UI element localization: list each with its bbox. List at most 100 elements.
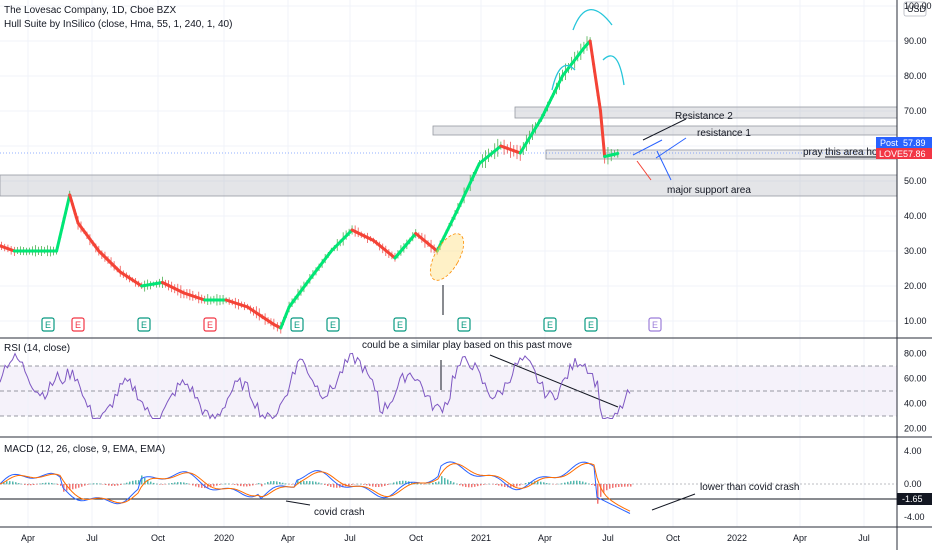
event-label: E [294,320,300,330]
macd-bar [267,481,269,485]
macd-bar [483,484,485,485]
macd-bar [159,484,161,485]
right-shoulder-arc [602,55,625,86]
macd-bar [501,484,503,487]
similar-play-label: could be a similar play based on this pa… [362,340,573,351]
macd-bar [585,482,587,485]
rsi-axis[interactable]: 80.00 60.00 40.00 20.00 [904,349,927,434]
macd-bar [120,484,122,485]
macd-bar [387,484,389,486]
rsi-tick-label: 20.00 [904,424,927,434]
macd-bar [285,483,287,485]
time-axis[interactable]: Apr Jul Oct 2020 Apr Jul Oct 2021 Apr Jul Oct 2022 A… [21,533,870,543]
macd-bar [393,482,395,485]
price-tick-label: 80.00 [904,71,927,81]
hull-segment [613,151,620,156]
macd-bar [171,483,173,485]
earnings-event-marker: E [648,317,662,332]
svg-text:-1.65: -1.65 [902,494,923,504]
macd-bar [627,484,629,487]
past-move-highlight [429,233,465,281]
price-axis[interactable]: 100.0090.0080.0070.0060.0050.0040.0030.0… [904,1,932,326]
macd-bar [525,483,527,485]
macd-bar [219,484,221,485]
event-label: E [461,320,467,330]
macd-bar [384,484,386,486]
macd-bar [9,481,11,485]
macd-label: MACD (12, 26, close, 9, EMA, EMA) [4,444,165,455]
event-box [137,317,151,332]
event-label: E [547,320,553,330]
major-support-zone [0,174,898,197]
macd-bar [348,484,350,486]
macd-bar [531,481,533,485]
svg-text:57.89: 57.89 [903,138,926,148]
macd-bar [81,484,83,487]
macd-bar [417,483,419,485]
event-box [584,317,598,332]
covid-crash-label: covid crash [314,507,365,518]
macd-bar [462,484,464,487]
symbol-badge: LOVE 57.86 [876,148,932,159]
resistance-1-zone [432,125,898,136]
macd-bar [396,481,398,485]
macd-bar [474,484,476,487]
rsi-tick-label: 60.00 [904,374,927,384]
lower-than-covid-label: lower than covid crash [700,482,800,493]
macd-bar [576,480,578,485]
macd-bar [582,481,584,485]
macd-bar [624,484,626,487]
hull-segment [71,202,77,216]
hull-segment [73,212,80,225]
left-shoulder-arc [551,64,576,91]
macd-bar [132,480,134,485]
event-label: E [330,320,336,330]
macd-bar [372,484,374,487]
macd-bar [33,484,35,485]
macd-bar [240,484,242,487]
price-tick-label: 90.00 [904,36,927,46]
macd-bar [327,484,329,487]
macd-bar [564,482,566,485]
macd-bar [69,484,71,490]
event-box [71,317,85,332]
pray-label: pray this area holds [803,147,890,158]
macd-bar [195,484,197,487]
macd-axis[interactable]: 4.00 0.00 -4.00 [904,446,925,522]
macd-bar [609,484,611,489]
macd-bar [432,482,434,485]
macd-bar [567,481,569,485]
macd-bar [498,484,500,486]
macd-bar [318,482,320,485]
event-label: E [207,320,213,330]
macd-bar [588,483,590,485]
earnings-event-marker: E [457,317,471,332]
time-tick-label: Jul [86,533,98,543]
macd-bar [333,484,335,488]
currency-box[interactable]: USD [903,1,927,17]
price-tick-label: 30.00 [904,246,927,256]
macd-bar [306,481,308,485]
macd-line [0,461,631,514]
macd-bar [330,484,332,487]
earnings-event-marker: E [203,317,217,332]
macd-bar [153,482,155,485]
macd-bar [480,484,482,486]
event-box [457,317,471,332]
earnings-event-marker: E [71,317,85,332]
macd-bar [72,484,74,490]
macd-bar [66,484,68,491]
earnings-event-marker: E [393,317,407,332]
macd-bar [258,483,260,485]
macd-bar [30,484,32,486]
rsi-tick-label: 80.00 [904,349,927,359]
time-tick-label: Jul [344,533,356,543]
macd-bar [342,484,344,488]
hull-segment [588,39,596,66]
macd-bar [126,482,128,485]
macd-tick-label: -4.00 [904,512,925,522]
time-tick-label: Oct [151,533,166,543]
rsi-tick-label: 40.00 [904,399,927,409]
macd-bar [504,484,506,487]
